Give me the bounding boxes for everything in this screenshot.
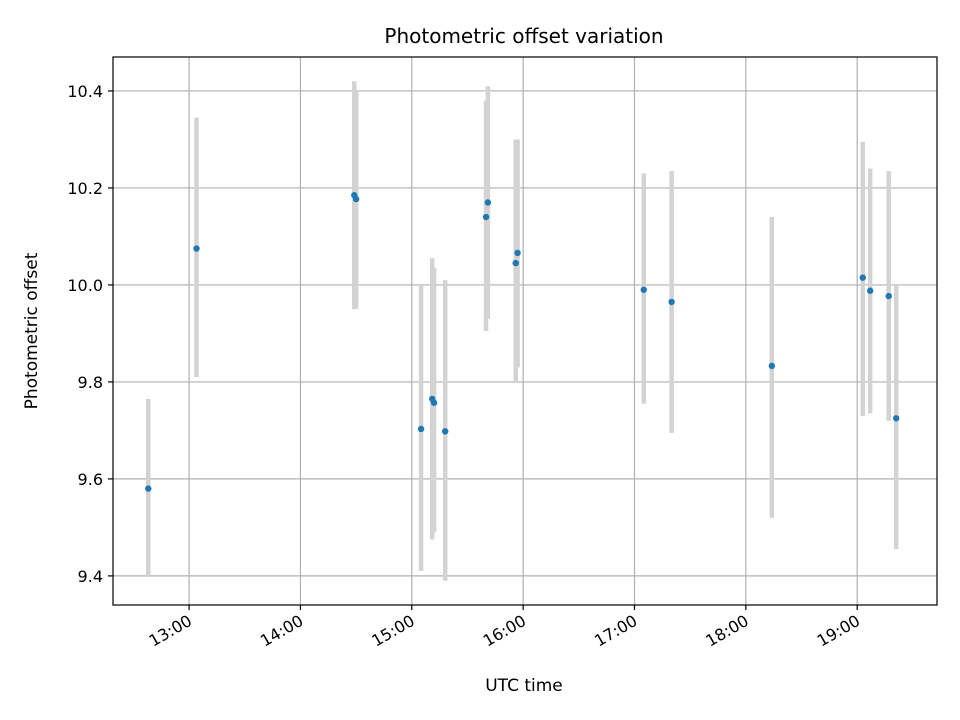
data-points <box>145 192 900 492</box>
y-tick-label: 10.0 <box>67 276 103 295</box>
x-tick-label: 16:00 <box>480 611 529 651</box>
data-point <box>866 287 874 294</box>
y-tick-label: 10.4 <box>67 82 103 101</box>
chart-title: Photometric offset variation <box>384 24 663 48</box>
x-axis-ticks: 13:00 14:00 15:00 16:00 17:00 18:00 19:00 <box>146 605 863 651</box>
y-tick-label: 9.8 <box>78 373 103 392</box>
y-tick-label: 9.6 <box>78 470 103 489</box>
x-tick-label: 17:00 <box>591 611 640 651</box>
data-point <box>145 485 152 492</box>
x-tick-label: 19:00 <box>814 611 863 651</box>
y-tick-label: 9.4 <box>78 567 103 586</box>
y-tick-label: 10.2 <box>67 179 103 198</box>
data-point <box>417 425 425 433</box>
data-point <box>482 213 490 221</box>
data-point <box>441 428 449 435</box>
data-point <box>514 249 521 257</box>
data-point <box>768 362 776 370</box>
data-point <box>885 292 892 300</box>
data-point <box>640 286 647 293</box>
grid <box>113 57 937 605</box>
error-bars <box>146 81 899 581</box>
data-point <box>892 415 900 422</box>
x-tick-label: 14:00 <box>257 611 306 651</box>
data-point <box>484 199 492 206</box>
y-axis-title: Photometric offset <box>22 252 42 409</box>
x-tick-label: 15:00 <box>368 611 417 651</box>
data-point <box>430 399 438 406</box>
x-axis-title: UTC time <box>485 676 563 696</box>
y-axis-ticks: 9.4 9.6 9.8 10.0 10.2 10.4 <box>67 82 113 586</box>
data-point <box>859 274 866 281</box>
x-tick-label: 18:00 <box>702 611 751 651</box>
data-point <box>668 298 675 306</box>
data-point <box>193 245 200 252</box>
plot-frame <box>112 56 938 606</box>
data-point <box>352 195 360 203</box>
data-point <box>512 259 519 267</box>
x-tick-label: 13:00 <box>146 611 195 651</box>
